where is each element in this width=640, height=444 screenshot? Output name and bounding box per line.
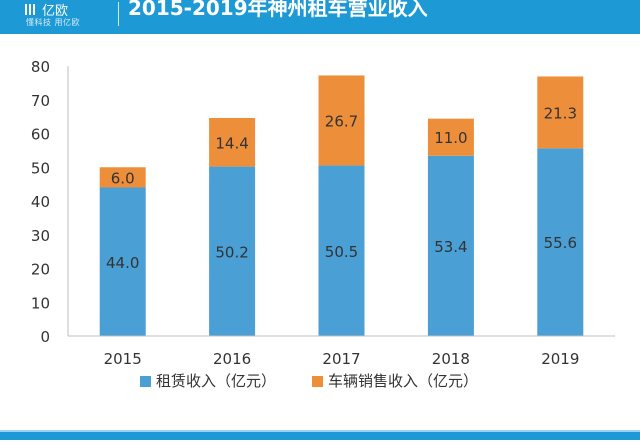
header-banner: 亿欧 懂科技 用亿欧 2015-2019年神州租车营业收入: [0, 0, 640, 34]
bar-segment-rental: [99, 187, 146, 336]
x-tick-label: 2015: [104, 350, 142, 368]
chart-area: 0 10 20 30 40 50 60 70 80 44.0 6.0 50.2 14.4 50.5 26.…: [0, 34, 640, 440]
y-axis: 0 10 20 30 40 50 60 70 80: [31, 58, 69, 346]
y-tick-label: 50: [31, 159, 50, 177]
x-tick-label: 2017: [322, 350, 360, 368]
data-label: 55.6: [544, 234, 577, 252]
data-label: 50.5: [325, 243, 358, 261]
bar-segment-vehicle-sales: [209, 117, 256, 167]
data-label: 26.7: [325, 113, 358, 131]
bar-segment-rental: [427, 155, 474, 336]
bar-segment-vehicle-sales: [427, 118, 474, 156]
y-tick-label: 60: [31, 126, 50, 144]
data-label: 21.3: [544, 104, 577, 122]
y-tick-label: 30: [31, 227, 50, 245]
bars: 44.0 6.0 50.2 14.4 50.5 26.7 53.4 11.0 55.6 21.3: [99, 75, 584, 336]
y-tick-label: 20: [31, 261, 50, 279]
bar-segment-rental: [318, 165, 365, 336]
logo: 亿欧 懂科技 用亿欧: [20, 0, 140, 30]
data-label: 11.0: [434, 129, 467, 147]
header-divider: [118, 2, 119, 26]
data-label: 44.0: [106, 254, 139, 272]
legend-swatch: [312, 376, 323, 387]
bar-segment-rental: [537, 148, 584, 336]
y-tick-label: 10: [31, 294, 50, 312]
y-tick-label: 40: [31, 193, 50, 211]
x-tick-label: 2018: [432, 350, 470, 368]
legend: 租赁收入（亿元） 车辆销售收入（亿元）: [140, 372, 478, 390]
data-label: 50.2: [215, 243, 248, 261]
logo-mark-icon: [25, 4, 35, 15]
bar-segment-vehicle-sales: [99, 167, 146, 188]
footer-rule-highlight: [0, 430, 640, 432]
logo-name: 亿欧: [42, 4, 69, 19]
chart-title: 2015-2019年神州租车营业收入: [128, 0, 428, 20]
y-tick-label: 0: [40, 328, 50, 346]
data-label: 53.4: [434, 238, 467, 256]
legend-label: 租赁收入（亿元）: [156, 372, 276, 390]
logo-tagline: 懂科技 用亿欧: [26, 18, 81, 27]
bar-segment-vehicle-sales: [537, 76, 584, 149]
data-label: 14.4: [215, 134, 248, 152]
x-tick-label: 2016: [213, 350, 251, 368]
legend-swatch: [140, 376, 151, 387]
y-tick-label: 70: [31, 92, 50, 110]
bar-segment-vehicle-sales: [318, 75, 365, 166]
y-tick-label: 80: [31, 58, 50, 76]
stacked-bar-chart: 0 10 20 30 40 50 60 70 80 44.0 6.0 50.2 14.4 50.5 26.…: [31, 58, 615, 390]
bar-segment-rental: [209, 166, 256, 336]
legend-label: 车辆销售收入（亿元）: [328, 372, 478, 390]
data-label: 6.0: [111, 169, 135, 187]
x-tick-label: 2019: [541, 350, 579, 368]
footer-rule: [0, 430, 640, 440]
x-axis: 2015 2016 2017 2018 2019: [68, 335, 615, 368]
